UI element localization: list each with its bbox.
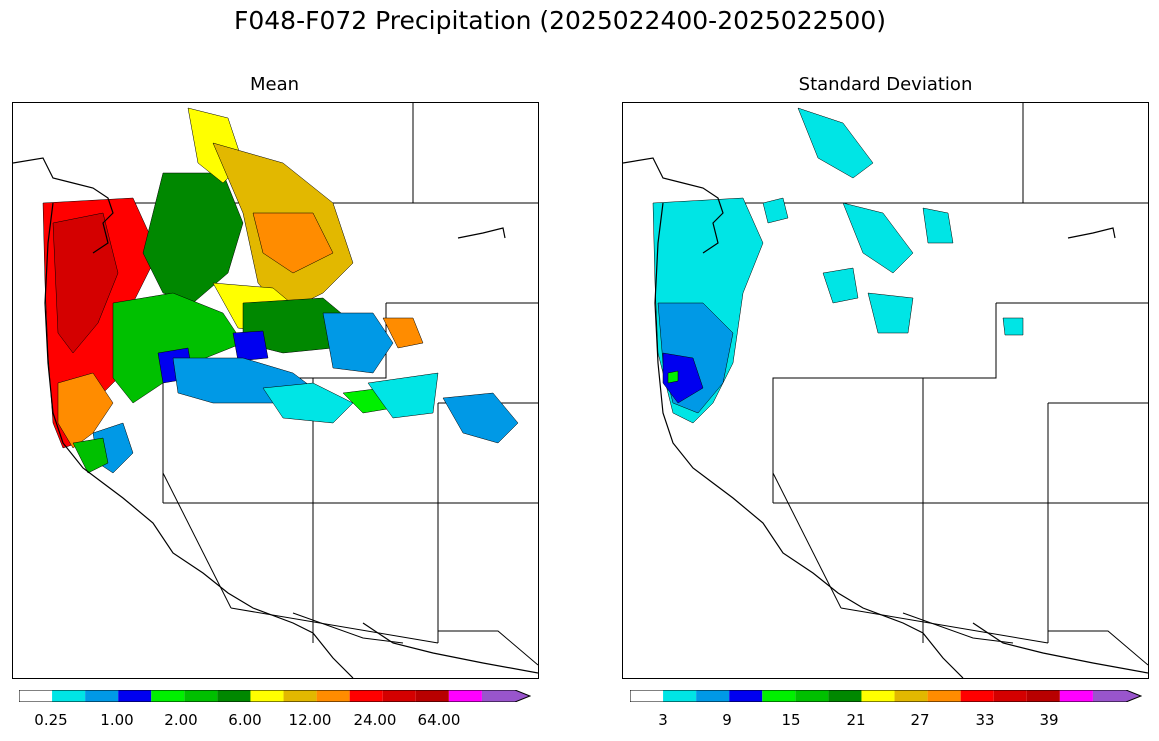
colorbar-segment [85, 690, 119, 702]
stddev-tick-label: 21 [846, 711, 866, 729]
state-borders [723, 103, 1148, 666]
colorbar-segment [151, 690, 185, 702]
stddev-colorbar [630, 690, 1142, 702]
colorbar-segment [481, 690, 530, 702]
colorbar-segment [382, 690, 416, 702]
coastline [13, 157, 538, 678]
colorbar-segment [795, 690, 829, 702]
colorbar-segment [861, 690, 895, 702]
colorbar-segment [448, 690, 482, 702]
stddev-tick-label: 39 [1039, 711, 1059, 729]
mean-tick-label: 2.00 [164, 711, 198, 729]
stddev-tick-label: 9 [722, 711, 732, 729]
colorbar-segment [663, 690, 697, 702]
colorbar-segment [894, 690, 928, 702]
colorbar-segment [993, 690, 1027, 702]
colorbar-segment [960, 690, 994, 702]
mean-map [12, 102, 539, 679]
colorbar-segment [927, 690, 961, 702]
stddev-map-svg [623, 103, 1148, 678]
stddev-tick-label: 3 [658, 711, 668, 729]
stddev-regions [652, 107, 1024, 424]
colorbar-segment [184, 690, 218, 702]
colorbar-segment [1059, 690, 1093, 702]
colorbar-segment [217, 690, 251, 702]
colorbar-segment [283, 690, 317, 702]
figure-title: F048-F072 Precipitation (2025022400-2025… [233, 6, 886, 35]
mean-map-svg [13, 103, 538, 678]
stddev-tick-label: 27 [910, 711, 930, 729]
stddev-panel-title: Standard Deviation [798, 74, 973, 95]
colorbar-segment [118, 690, 152, 702]
mean-panel-title: Mean [249, 74, 300, 95]
coastline [623, 157, 1148, 678]
mean-tick-label: 6.00 [228, 711, 262, 729]
colorbar-segment [52, 690, 86, 702]
mean-tick-label: 12.00 [288, 711, 332, 729]
colorbar-segment [828, 690, 862, 702]
colorbar-segment [729, 690, 763, 702]
colorbar-segment [1026, 690, 1060, 702]
colorbar-segment [316, 690, 350, 702]
colorbar-outline [19, 690, 531, 702]
colorbar-outline [630, 690, 1142, 702]
colorbar-segment [696, 690, 730, 702]
stddev-map [622, 102, 1149, 679]
mean-colorbar [19, 690, 531, 702]
mean-tick-label: 24.00 [353, 711, 397, 729]
colorbar-segment [349, 690, 383, 702]
mean-tick-label: 64.00 [417, 711, 461, 729]
mean-tick-label: 1.00 [100, 711, 134, 729]
stddev-tick-label: 15 [781, 711, 801, 729]
colorbar-segment [762, 690, 796, 702]
colorbar-segment [415, 690, 449, 702]
colorbar-segment [250, 690, 284, 702]
colorbar-segment [630, 690, 664, 702]
colorbar-segment [1092, 690, 1141, 702]
colorbar-segment [19, 690, 53, 702]
stddev-tick-label: 33 [975, 711, 995, 729]
mean-tick-label: 0.25 [34, 711, 68, 729]
mean-precip-regions [42, 107, 519, 474]
